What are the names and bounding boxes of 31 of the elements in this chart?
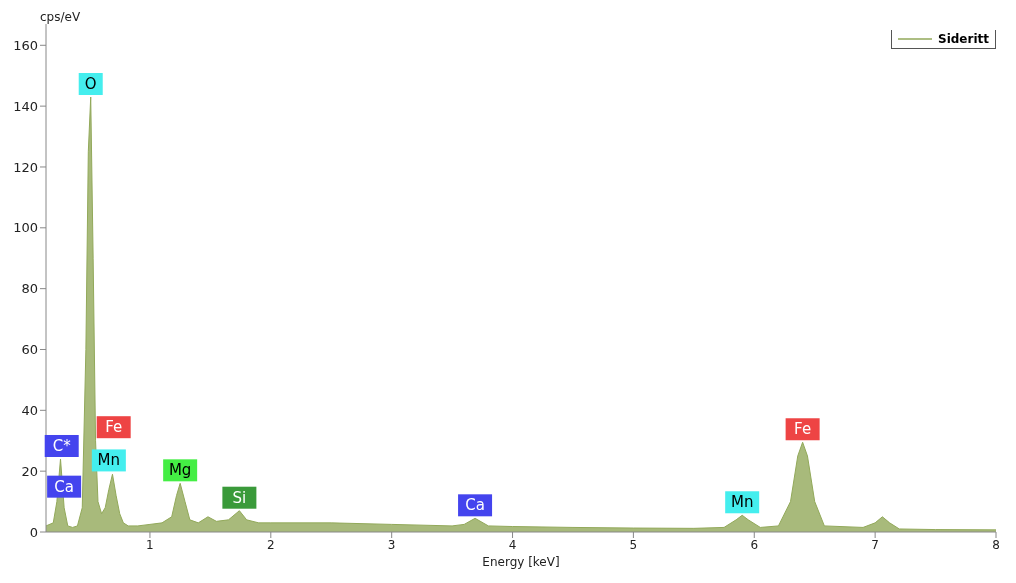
y-tick-label: 20 <box>21 463 38 479</box>
x-axis-title: Energy [keV] <box>482 555 560 569</box>
y-tick-label: 80 <box>21 281 38 297</box>
y-axis-title: cps/eV <box>40 10 81 24</box>
annotation: Ca <box>54 477 74 496</box>
x-tick-label: 8 <box>992 537 1000 552</box>
x-tick-label: 2 <box>266 537 275 552</box>
y-tick-label: 160 <box>13 37 38 53</box>
x-tick-label: 5 <box>629 537 638 552</box>
legend-box: Sideritt <box>891 30 996 49</box>
x-tick-label: 6 <box>750 537 759 552</box>
y-tick-label: 100 <box>13 220 38 236</box>
y-tick-label: 120 <box>13 159 38 175</box>
y-tick-label: 0 <box>29 524 38 540</box>
annotation: Ca <box>465 496 485 515</box>
annotation: Fe <box>105 418 123 437</box>
y-tick-label: 140 <box>13 98 38 114</box>
annotation: Mn <box>730 493 754 512</box>
legend-label: Sideritt <box>937 32 989 46</box>
annotation: Fe <box>794 420 812 439</box>
x-tick-label: 1 <box>146 537 154 552</box>
x-tick-label: 3 <box>387 537 396 552</box>
y-tick-label: 40 <box>21 402 38 418</box>
annotation: Si <box>232 488 247 507</box>
annotation: C* <box>52 436 72 455</box>
annotation: O <box>84 75 97 94</box>
y-tick-label: 60 <box>21 342 38 358</box>
annotation: Mn <box>97 451 121 470</box>
x-tick-label: 4 <box>508 537 517 552</box>
annotation: Mg <box>168 461 192 480</box>
x-tick-label: 7 <box>871 537 879 552</box>
